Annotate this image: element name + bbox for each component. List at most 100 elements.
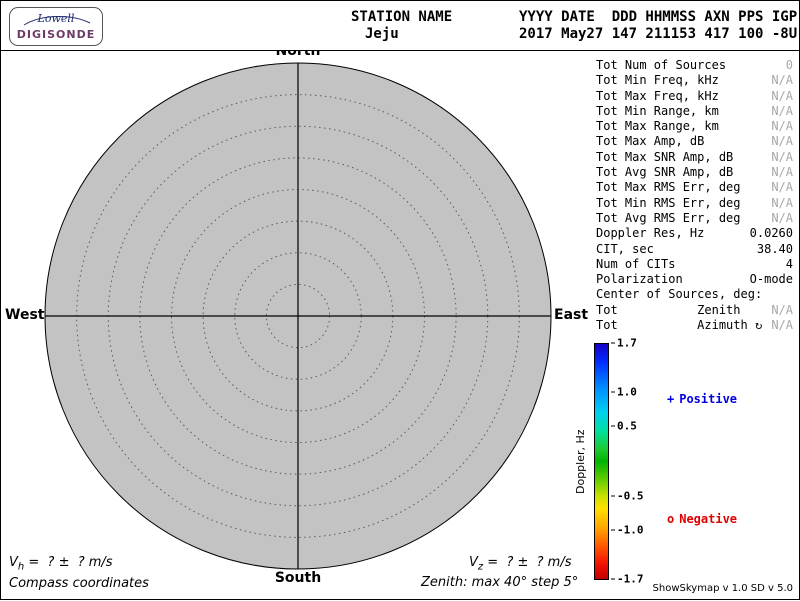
stat-label: Tot Min Freq, kHz <box>596 73 719 88</box>
tick-label: -1.0 <box>617 523 644 537</box>
tick-mark <box>611 391 615 393</box>
stat-value: N/A <box>771 318 793 333</box>
stat-value: 0 <box>785 58 793 72</box>
stat-value: N/A <box>771 149 793 164</box>
stat-row: Tot Min Freq, kHz N/A <box>596 73 793 88</box>
colorbar-tick: -0.5 <box>611 489 644 502</box>
stat-row: Tot Min Range, km N/A <box>596 104 793 119</box>
stat-row: Tot Max SNR Amp, dB N/A <box>596 150 793 165</box>
west-label: West <box>5 307 45 323</box>
stat-row: Tot Min RMS Err, deg N/A <box>596 196 793 211</box>
stat-row: Tot Num of Sources 0 <box>596 58 793 73</box>
station-name-value: Jeju <box>365 26 399 42</box>
stat-row: Tot Max Amp, dB N/A <box>596 134 793 149</box>
negative-legend: o Negative <box>667 512 737 526</box>
tick-label: -1.7 <box>617 572 644 586</box>
stat-label: Tot Min RMS Err, deg <box>596 195 741 210</box>
stat-value: N/A <box>771 103 793 118</box>
stat-row: Tot Max Range, km N/A <box>596 119 793 134</box>
lowell-digisonde-logo: Lowell DIGISONDE <box>9 7 103 46</box>
tick-label: 1.7 <box>617 336 637 350</box>
datetime-block: YYYY DATE DDD HHMMSS AXN PPS IGP 2017 Ma… <box>519 9 797 43</box>
stat-label: CIT, sec <box>596 241 654 256</box>
colorbar-tick: -1.7 <box>611 573 644 586</box>
stat-row: Tot Azimuth ↻ N/A <box>596 318 793 333</box>
vz-subscript: z <box>477 561 484 573</box>
vz-value: = ? ± ? m/s <box>483 555 572 570</box>
tick-label: -0.5 <box>617 489 644 503</box>
vh-subscript: h <box>17 561 25 573</box>
stats-panel: Tot Num of Sources 0 Tot Min Freq, kHz N/A T… <box>596 58 793 333</box>
doppler-colorbar <box>594 343 609 580</box>
stat-label: Doppler Res, Hz <box>596 226 705 241</box>
station-name-label: STATION NAME <box>351 9 453 25</box>
logo-swoosh-icon <box>23 16 91 26</box>
stat-row: Tot Max RMS Err, deg N/A <box>596 180 793 195</box>
stat-label: Tot Max RMS Err, deg <box>596 180 741 195</box>
stat-value: 0.0260 <box>749 226 793 241</box>
stat-value: 38.40 <box>756 241 793 256</box>
tick-mark <box>611 342 615 344</box>
east-label: East <box>554 307 589 323</box>
tick-label: 0.5 <box>617 419 637 433</box>
vz-readout: Vz = ? ± ? m/s <box>469 555 571 573</box>
south-label: South <box>274 570 322 586</box>
stat-label: Tot Max Freq, kHz <box>596 88 719 103</box>
stat-label: Tot Max Range, km <box>596 119 719 134</box>
stat-value: 4 <box>785 256 793 271</box>
stat-row: Num of CITs 4 <box>596 257 793 272</box>
logo-digisonde-text: DIGISONDE <box>16 28 96 41</box>
tick-mark <box>611 529 615 531</box>
datetime-header-row: YYYY DATE DDD HHMMSS AXN PPS IGP <box>519 9 798 25</box>
logo-lowell-text: Lowell <box>37 12 75 25</box>
stat-label: Tot Max SNR Amp, dB <box>596 149 734 164</box>
circle-marker-icon: o <box>667 512 675 526</box>
colorbar-title: Doppler, Hz <box>574 429 587 494</box>
plus-marker-icon: + <box>667 392 675 406</box>
negative-label: Negative <box>679 512 738 526</box>
tick-label: 1.0 <box>617 385 637 399</box>
stat-value: N/A <box>771 134 793 149</box>
station-block: STATION NAME Jeju <box>351 9 452 43</box>
stat-label: Polarization <box>596 272 683 287</box>
positive-legend: + Positive <box>667 392 737 406</box>
stat-row: Polarization O-mode <box>596 272 793 287</box>
tick-mark <box>611 578 615 580</box>
stat-label: Tot Azimuth ↻ <box>596 318 763 333</box>
stat-row: Tot Zenith N/A <box>596 303 793 318</box>
header-bar: Lowell DIGISONDE STATION NAME Jeju YYYY … <box>1 1 799 51</box>
vh-value: = ? ± ? m/s <box>24 555 113 570</box>
datetime-value-row: 2017 May27 147 211153 417 100 -8U <box>519 26 798 42</box>
stat-row: Tot Avg RMS Err, deg N/A <box>596 211 793 226</box>
stat-label: Center of Sources, deg: <box>596 287 763 302</box>
stat-value: N/A <box>771 73 793 88</box>
stat-row: CIT, sec 38.40 <box>596 242 793 257</box>
colorbar-tick: 1.7 <box>611 337 637 350</box>
vh-symbol: V <box>9 555 18 570</box>
colorbar-tick: 1.0 <box>611 385 637 398</box>
stat-value: N/A <box>771 180 793 195</box>
vz-symbol: V <box>469 555 478 570</box>
colorbar-tick: -1.0 <box>611 524 644 537</box>
stat-value: N/A <box>771 165 793 180</box>
stat-row: Tot Max Freq, kHz N/A <box>596 89 793 104</box>
stat-row: Doppler Res, Hz 0.0260 <box>596 226 793 241</box>
stat-label: Tot Avg RMS Err, deg <box>596 210 741 225</box>
stat-label: Tot Avg SNR Amp, dB <box>596 165 734 180</box>
stat-row: Tot Avg SNR Amp, dB N/A <box>596 165 793 180</box>
stat-value: N/A <box>771 302 793 317</box>
zenith-range-note: Zenith: max 40° step 5° <box>421 575 579 590</box>
tick-mark <box>611 425 615 427</box>
positive-label: Positive <box>679 392 738 406</box>
stat-value: N/A <box>771 195 793 210</box>
coordinates-note: Compass coordinates <box>9 576 149 591</box>
version-text: ShowSkymap v 1.0 SD v 5.0 <box>652 583 793 594</box>
stat-row: Center of Sources, deg: <box>596 287 793 302</box>
stat-value: N/A <box>771 210 793 225</box>
stat-value: N/A <box>771 119 793 134</box>
vh-readout: Vh = ? ± ? m/s <box>9 555 113 573</box>
stat-label: Tot Max Amp, dB <box>596 134 705 149</box>
colorbar-tick: 0.5 <box>611 420 637 433</box>
